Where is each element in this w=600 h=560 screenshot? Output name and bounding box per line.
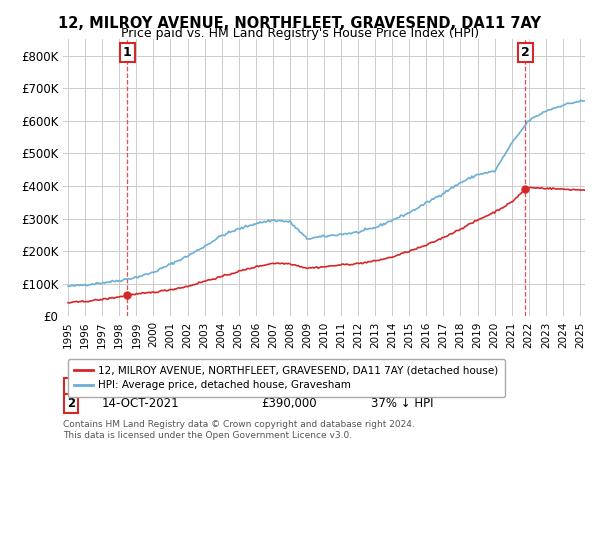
Text: 12, MILROY AVENUE, NORTHFLEET, GRAVESEND, DA11 7AY: 12, MILROY AVENUE, NORTHFLEET, GRAVESEND… bbox=[59, 16, 542, 31]
Text: £65,000: £65,000 bbox=[262, 381, 310, 394]
Text: 14-OCT-2021: 14-OCT-2021 bbox=[102, 397, 180, 410]
Text: 2: 2 bbox=[67, 397, 75, 410]
Text: 2: 2 bbox=[521, 46, 529, 59]
Text: Price paid vs. HM Land Registry's House Price Index (HPI): Price paid vs. HM Land Registry's House … bbox=[121, 27, 479, 40]
Text: 54% ↓ HPI: 54% ↓ HPI bbox=[371, 381, 433, 394]
Text: 37% ↓ HPI: 37% ↓ HPI bbox=[371, 397, 433, 410]
Text: 1: 1 bbox=[67, 381, 75, 394]
Legend: 12, MILROY AVENUE, NORTHFLEET, GRAVESEND, DA11 7AY (detached house), HPI: Averag: 12, MILROY AVENUE, NORTHFLEET, GRAVESEND… bbox=[68, 359, 505, 396]
Text: £390,000: £390,000 bbox=[262, 397, 317, 410]
Text: 22-JUN-1998: 22-JUN-1998 bbox=[102, 381, 177, 394]
Text: 1: 1 bbox=[123, 46, 131, 59]
Text: Contains HM Land Registry data © Crown copyright and database right 2024.
This d: Contains HM Land Registry data © Crown c… bbox=[63, 421, 415, 440]
